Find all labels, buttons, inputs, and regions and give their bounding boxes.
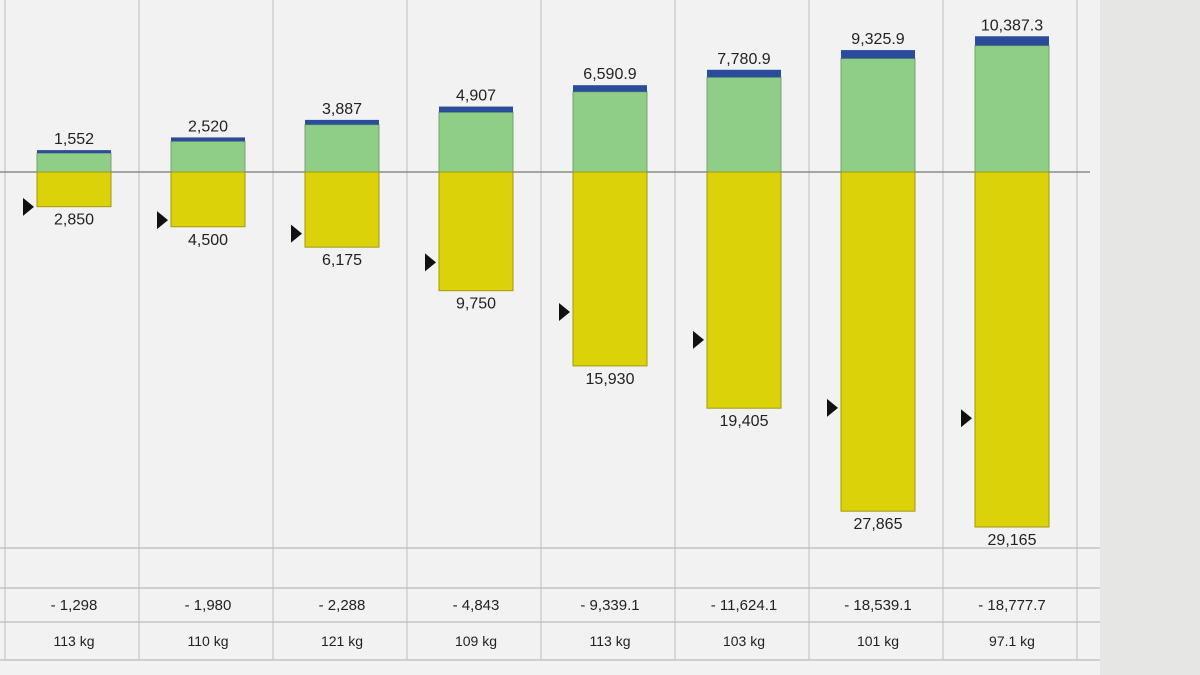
bottom-bar (438, 171, 514, 292)
bottom-bar (572, 171, 648, 367)
top-value-label: 10,387.3 (981, 17, 1043, 34)
weight-label: 109 kg (455, 633, 497, 649)
top-bar (974, 45, 1050, 173)
top-bar-cap (439, 106, 513, 113)
top-bar (438, 111, 514, 173)
weight-label: 110 kg (188, 633, 229, 649)
weight-label: 97.1 kg (989, 633, 1035, 649)
top-value-label: 7,780.9 (717, 51, 770, 68)
difference-label: - 18,777.7 (978, 597, 1046, 614)
difference-label: - 18,539.1 (844, 597, 912, 614)
weight-label: 121 kg (321, 633, 363, 649)
top-bar-cap (573, 85, 647, 92)
bottom-value-label: 19,405 (720, 413, 769, 430)
top-value-label: 2,520 (188, 118, 228, 135)
difference-label: - 1,980 (185, 597, 232, 614)
top-value-label: 3,887 (322, 101, 362, 118)
target-marker (425, 253, 436, 272)
difference-label: - 2,288 (319, 597, 366, 614)
top-bar-cap (171, 137, 245, 142)
top-value-label: 9,325.9 (851, 31, 904, 48)
screen: 1,552 2,850 - 1,298 113 kg 2,520 4,500 - 1,980… (0, 0, 1100, 661)
target-marker (157, 211, 168, 230)
bottom-bar (170, 171, 246, 228)
weight-label: 113 kg (54, 633, 95, 649)
top-bar (170, 140, 246, 173)
top-value-label: 1,552 (54, 131, 94, 148)
bottom-bar (36, 171, 112, 208)
top-bar (36, 152, 112, 173)
bottom-value-label: 27,865 (854, 516, 903, 533)
difference-label: - 11,624.1 (711, 597, 777, 614)
stacked-bar-chart: 1,552 2,850 - 1,298 113 kg 2,520 4,500 - 1,980… (0, 0, 1100, 661)
difference-label: - 9,339.1 (580, 597, 639, 614)
target-marker (693, 330, 704, 349)
bottom-value-label: 6,175 (322, 252, 362, 269)
difference-label: - 1,298 (51, 597, 98, 614)
top-bar-cap (707, 69, 781, 78)
top-bar-cap (841, 50, 915, 59)
target-marker (23, 197, 34, 216)
monitor-bezel (1100, 0, 1200, 675)
top-bar (304, 124, 380, 173)
difference-label: - 4,843 (453, 597, 500, 614)
bottom-value-label: 4,500 (188, 232, 228, 249)
bottom-value-label: 15,930 (586, 371, 635, 388)
top-bar-cap (305, 119, 379, 125)
top-bar (706, 76, 782, 173)
bottom-value-label: 2,850 (54, 212, 94, 229)
top-value-label: 6,590.9 (583, 66, 636, 83)
target-marker (291, 224, 302, 243)
bottom-bar (840, 171, 916, 512)
bottom-value-label: 29,165 (988, 532, 1037, 549)
target-marker (559, 302, 570, 321)
target-marker (961, 409, 972, 428)
bottom-value-label: 9,750 (456, 296, 496, 313)
bottom-bar (706, 171, 782, 409)
top-bar-cap (37, 150, 111, 154)
top-bar (840, 57, 916, 173)
bottom-bar (974, 171, 1050, 528)
weight-label: 113 kg (590, 633, 631, 649)
bottom-bar (304, 171, 380, 248)
top-bar (572, 91, 648, 173)
top-bar-cap (975, 36, 1049, 46)
weight-label: 103 kg (723, 633, 765, 649)
top-value-label: 4,907 (456, 88, 496, 105)
weight-label: 101 kg (857, 633, 899, 649)
target-marker (827, 398, 838, 417)
